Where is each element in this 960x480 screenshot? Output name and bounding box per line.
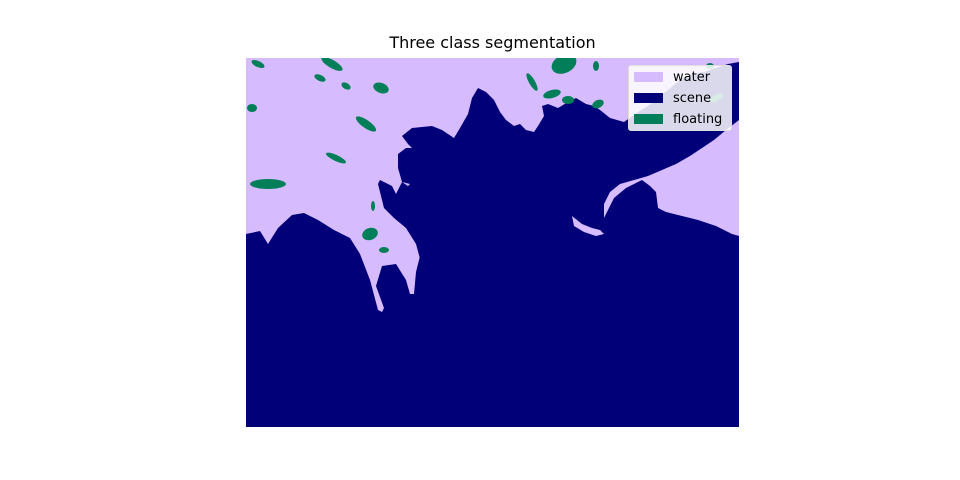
- legend-swatch: [634, 93, 663, 103]
- floating-object: [251, 59, 265, 69]
- floating-object: [562, 96, 574, 104]
- floating-object: [250, 179, 286, 189]
- floating-object: [362, 227, 378, 241]
- floating-object: [543, 89, 561, 99]
- floating-object: [373, 82, 389, 94]
- water-inlet-right: [604, 120, 739, 236]
- legend-label: floating: [673, 111, 723, 127]
- floating-object: [379, 247, 389, 253]
- floating-object: [247, 104, 257, 112]
- floating-object: [592, 99, 604, 109]
- floating-object: [325, 152, 347, 164]
- legend-label: scene: [673, 90, 712, 106]
- floating-object: [321, 58, 343, 71]
- legend-label: water: [673, 69, 711, 85]
- floating-object: [551, 58, 577, 74]
- floating-object: [593, 61, 599, 71]
- legend-swatch: [634, 114, 663, 124]
- floating-object: [526, 73, 538, 91]
- floating-object: [314, 74, 326, 82]
- legend: water scene floating: [628, 65, 732, 131]
- water-inlet-small: [572, 216, 604, 236]
- floating-object: [341, 82, 351, 90]
- floating-object: [355, 116, 377, 132]
- legend-swatch: [634, 72, 663, 82]
- chart-title: Three class segmentation: [389, 33, 596, 52]
- legend-entry-floating: floating: [634, 110, 722, 128]
- floating-object: [371, 201, 375, 211]
- legend-entry-water: water: [634, 68, 710, 86]
- scene-region: [246, 62, 739, 427]
- legend-entry-scene: scene: [634, 89, 711, 107]
